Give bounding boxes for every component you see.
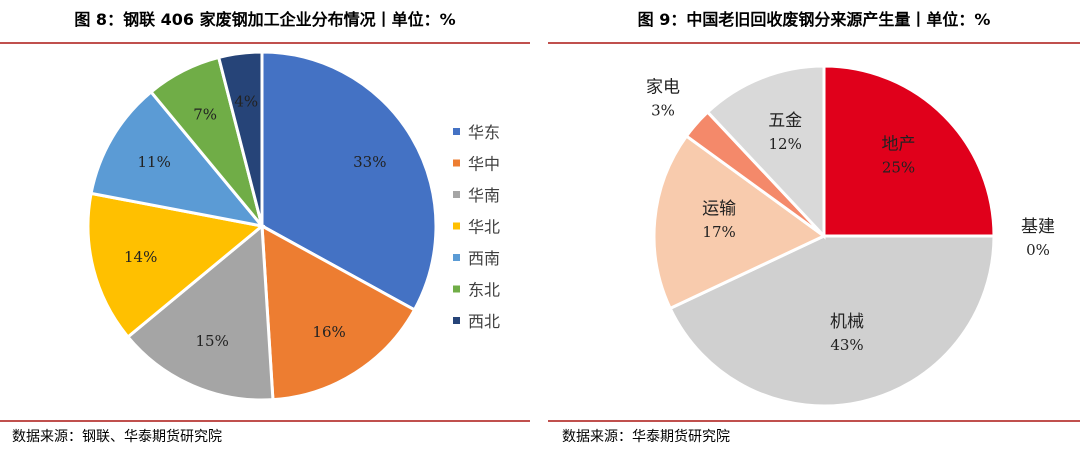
legend-label-4: 华北 (468, 218, 500, 237)
left-pie-slice-4 (86, 191, 266, 340)
legend-label-7: 西北 (468, 312, 500, 331)
legend-swatch-3 (453, 191, 460, 198)
right-pie-category-6: 五金 (768, 111, 802, 131)
left-pie-label-3: 15% (196, 332, 229, 350)
legend-swatch-7 (453, 317, 460, 324)
right-pie-label-1: 25% (882, 159, 915, 177)
right-pie-label-6: 12% (769, 135, 802, 153)
right-pie-category-5: 家电 (646, 77, 680, 97)
right-pie-slice-3 (668, 234, 996, 408)
right-pie-category-4: 运输 (702, 199, 736, 219)
left-pie-slice-3 (125, 222, 275, 402)
right-pie-label-5: 3% (651, 101, 675, 119)
legend-label-1: 华东 (468, 123, 500, 142)
legend-swatch-6 (453, 285, 460, 293)
left-figure-title: 图 8：钢联 406 家废钢加工企业分布情况丨单位：% (74, 10, 456, 29)
left-pie-label-6: 7% (193, 105, 217, 123)
right-figure-title: 图 9：中国老旧回收废钢分来源产生量丨单位：% (637, 10, 991, 29)
right-pie-category-2: 基建 (1021, 217, 1055, 237)
left-figure-panel: 图 8：钢联 406 家废钢加工企业分布情况丨单位：% 33% 16% 15% 14%… (0, 0, 530, 456)
legend-swatch-1 (453, 128, 460, 135)
right-pie-chart: 地产 25% 基建 0% 机械 43% 运输 17% 家电 3% 五金 12% (646, 64, 1055, 408)
right-pie-label-2: 0% (1026, 241, 1050, 259)
legend-swatch-5 (453, 254, 460, 261)
right-pie-label-4: 17% (702, 223, 735, 241)
right-pie-category-3: 机械 (830, 312, 864, 332)
legend-label-6: 东北 (468, 281, 500, 300)
left-pie-label-2: 16% (312, 323, 345, 341)
legend-label-5: 西南 (468, 249, 500, 268)
right-source-rule (548, 420, 1080, 422)
left-pie-slice-2 (260, 223, 417, 402)
right-pie-category-1: 地产 (882, 135, 916, 155)
left-pie-label-1: 33% (353, 153, 386, 171)
right-pie-slice-1 (822, 64, 996, 238)
right-source-note: 数据来源：华泰期货研究院 (562, 429, 730, 445)
left-pie-slice-1 (260, 50, 438, 312)
legend-swatch-2 (453, 159, 460, 167)
left-pie-label-4: 14% (124, 248, 157, 266)
right-pie-slice-4 (652, 133, 827, 311)
right-title-rule (548, 42, 1080, 44)
right-figure-panel: 图 9：中国老旧回收废钢分来源产生量丨单位：% 地产 25% 基建 0% 机械 43% 运输… (548, 0, 1080, 456)
legend-label-3: 华南 (468, 186, 500, 205)
left-pie-label-7: 4% (234, 93, 258, 111)
left-title-rule (0, 42, 530, 44)
legend-label-2: 华中 (468, 155, 500, 174)
left-pie-slice-5 (89, 89, 266, 229)
right-pie-slice-6 (705, 64, 826, 240)
left-pie-label-5: 11% (138, 153, 171, 171)
right-pie-label-3: 43% (830, 336, 863, 354)
legend-swatch-4 (453, 222, 460, 230)
left-pie-slice-7 (216, 50, 264, 227)
left-source-rule (0, 420, 530, 422)
left-source-note: 数据来源：钢联、华泰期货研究院 (12, 429, 222, 445)
